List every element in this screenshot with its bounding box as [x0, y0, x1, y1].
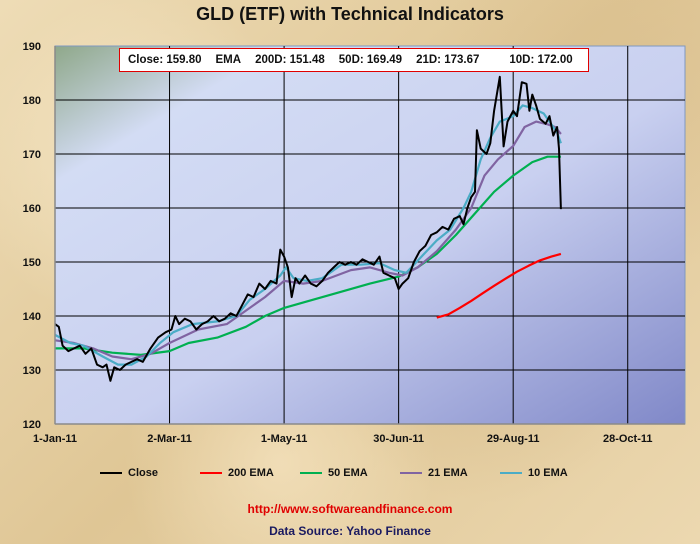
- legend-swatch: [200, 472, 222, 474]
- legend-close: Close: [100, 467, 200, 479]
- y-tick-label: 190: [23, 41, 41, 53]
- y-tick-label: 130: [23, 365, 41, 377]
- y-tick-label: 120: [23, 419, 41, 431]
- series-line-close: [54, 75, 562, 382]
- legend-200ema: 200 EMA: [200, 467, 300, 479]
- series-line-50-ema: [55, 155, 561, 356]
- y-tick-label: 170: [23, 149, 41, 161]
- legend-10ema: 10 EMA: [500, 467, 600, 479]
- data-source: Data Source: Yahoo Finance: [269, 524, 431, 538]
- legend: Close 200 EMA 50 EMA 21 EMA 10 EMA: [100, 467, 600, 479]
- info-21d: 21D: 173.67: [416, 54, 480, 66]
- legend-50ema: 50 EMA: [300, 467, 400, 479]
- legend-swatch: [100, 472, 122, 474]
- x-tick-label: 30-Jun-11: [373, 433, 424, 445]
- info-ema: EMA: [215, 54, 242, 66]
- x-tick-label: 1-Jan-11: [33, 433, 77, 445]
- y-tick-label: 150: [23, 257, 41, 269]
- legend-swatch: [400, 472, 422, 474]
- info-box: Close: 159.80 EMA 200D: 151.48 50D: 169.…: [119, 48, 589, 72]
- legend-swatch: [500, 472, 522, 474]
- y-tick-label: 180: [23, 95, 41, 107]
- x-tick-label: 28-Oct-11: [603, 433, 653, 445]
- x-tick-label: 2-Mar-11: [147, 433, 192, 445]
- legend-swatch: [300, 472, 322, 474]
- x-tick-label: 1-May-11: [261, 433, 307, 445]
- series-line-200-ema: [436, 252, 562, 319]
- chart-title: GLD (ETF) with Technical Indicators: [196, 4, 504, 24]
- info-50d: 50D: 169.49: [338, 54, 403, 66]
- x-tick-label: 29-Aug-11: [487, 433, 540, 445]
- info-close: Close: 159.80: [128, 54, 202, 66]
- info-10d: 10D: 172.00: [509, 54, 573, 66]
- y-tick-label: 140: [23, 311, 41, 323]
- website-link[interactable]: http://www.softwareandfinance.com: [247, 502, 453, 516]
- plot-area: [54, 45, 686, 425]
- legend-21ema: 21 EMA: [400, 467, 500, 479]
- y-tick-label: 160: [23, 203, 41, 215]
- info-200d: 200D: 151.48: [255, 54, 325, 66]
